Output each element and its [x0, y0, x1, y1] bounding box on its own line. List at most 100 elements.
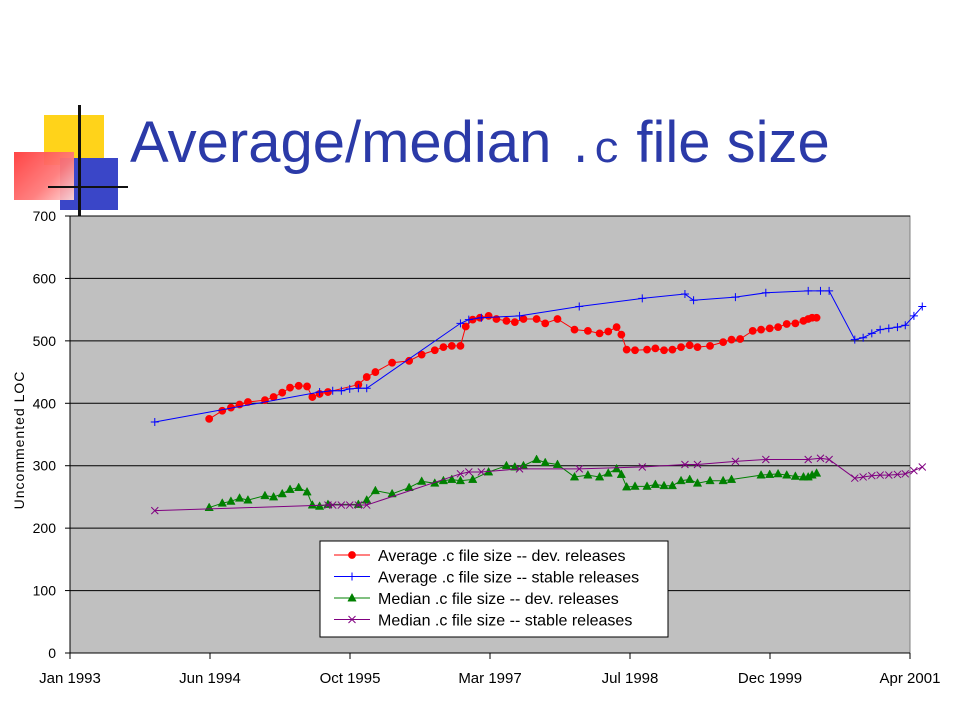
data-point	[765, 324, 774, 333]
data-point	[782, 320, 791, 328]
data-point	[456, 469, 465, 478]
decoration-red-square	[14, 152, 74, 200]
legend: Average .c file size -- dev. releases Ave…	[319, 540, 669, 638]
data-point	[893, 470, 902, 479]
data-point	[757, 325, 765, 334]
data-point	[268, 491, 279, 501]
data-point	[650, 479, 660, 488]
data-point	[617, 330, 626, 339]
data-point	[727, 335, 736, 344]
data-point	[347, 592, 357, 602]
data-point	[677, 343, 685, 352]
data-point	[315, 388, 324, 397]
data-point	[417, 476, 427, 485]
data-point	[680, 290, 689, 299]
data-point	[595, 329, 604, 338]
data-point	[337, 501, 346, 509]
y-tick-label: 300	[33, 458, 57, 474]
data-point	[761, 455, 770, 464]
slide-title-code: .c	[567, 126, 621, 176]
data-point	[676, 475, 686, 485]
data-point	[918, 302, 927, 311]
data-point	[756, 470, 766, 479]
data-point	[260, 490, 270, 500]
y-axis-label: Uncommented LOC	[11, 371, 27, 510]
data-point	[540, 457, 550, 467]
x-tick-label: Apr 2001	[880, 670, 941, 687]
data-point	[218, 406, 227, 415]
data-point	[531, 454, 542, 463]
data-point	[575, 464, 584, 473]
legend-label: Average .c file size -- dev. releases	[378, 548, 626, 565]
data-point	[348, 572, 356, 581]
data-point	[362, 501, 371, 509]
data-point	[719, 338, 728, 347]
data-point	[668, 345, 677, 354]
data-point	[631, 346, 639, 355]
data-point	[918, 463, 927, 471]
data-point	[307, 500, 317, 509]
data-point	[362, 384, 371, 393]
data-point	[337, 386, 346, 395]
x-tick-label: Jul 1998	[602, 670, 659, 687]
data-point	[850, 335, 859, 344]
data-point	[876, 325, 885, 334]
data-point	[439, 343, 448, 352]
data-point	[277, 488, 287, 498]
data-point	[371, 368, 380, 376]
data-point	[850, 474, 859, 483]
data-point	[417, 350, 426, 359]
data-point	[736, 335, 745, 343]
data-point	[642, 481, 652, 490]
data-point	[685, 474, 695, 483]
data-point	[612, 323, 621, 332]
data-point	[575, 302, 584, 311]
x-tick-label: Jan 1993	[39, 670, 101, 687]
data-point	[884, 324, 893, 333]
slide-title-part2: file size	[620, 110, 830, 175]
data-point	[638, 294, 647, 303]
slide-title: Average/median .c file size	[130, 108, 830, 178]
data-point	[447, 474, 457, 483]
chart: 0 100 200 300 400 500 600 700 Jan 1993 Jun 1994 Oc…	[11, 208, 941, 687]
data-point	[867, 329, 876, 338]
data-point	[464, 315, 473, 324]
data-point	[825, 455, 833, 464]
data-point	[622, 481, 632, 491]
data-point	[825, 286, 834, 295]
data-point	[901, 469, 910, 478]
data-point	[659, 480, 669, 490]
data-point	[477, 468, 486, 476]
data-point	[791, 319, 800, 328]
data-point	[226, 496, 236, 505]
data-point	[859, 333, 868, 342]
data-point	[515, 311, 524, 320]
data-point	[354, 501, 363, 509]
data-point	[243, 495, 253, 504]
data-point	[910, 466, 918, 475]
data-point	[909, 311, 918, 320]
legend-label: Average .c file size -- stable releases	[378, 570, 639, 587]
data-point	[748, 326, 757, 335]
data-point	[667, 480, 678, 490]
data-point	[456, 341, 465, 350]
data-point	[455, 475, 466, 485]
data-point	[718, 475, 728, 485]
data-point	[348, 551, 356, 559]
data-point	[685, 341, 694, 350]
data-point	[323, 499, 333, 508]
data-point	[285, 484, 295, 493]
x-tick-label: Dec 1999	[738, 670, 802, 687]
data-point	[731, 293, 740, 302]
data-point	[692, 478, 703, 487]
series-line	[208, 315, 817, 420]
data-point	[583, 326, 592, 335]
data-point	[205, 414, 214, 423]
data-point	[583, 470, 593, 479]
series-2	[150, 286, 927, 427]
series	[150, 286, 927, 515]
y-tick-label: 0	[48, 645, 56, 661]
data-point	[348, 615, 356, 624]
data-point	[622, 345, 631, 354]
data-point	[532, 315, 541, 323]
